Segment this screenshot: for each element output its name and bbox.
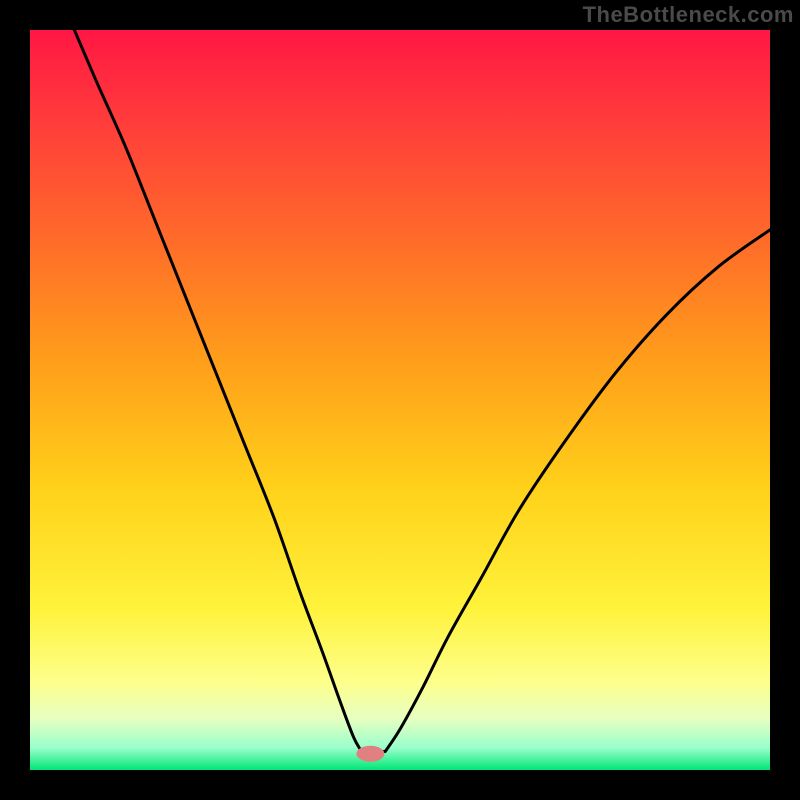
gradient-plot-area <box>30 30 770 770</box>
bottleneck-chart <box>0 0 800 800</box>
optimum-marker <box>356 746 384 762</box>
